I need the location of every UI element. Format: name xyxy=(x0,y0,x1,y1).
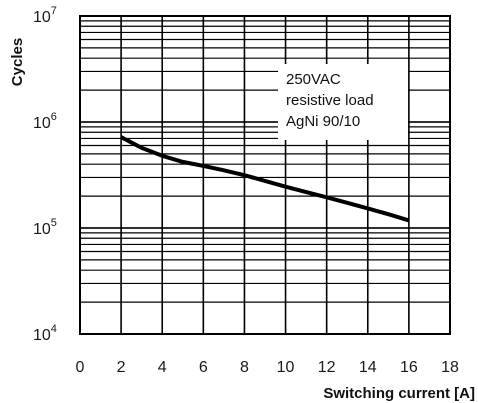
annotation-box: 250VAC resistive load AgNi 90/10 xyxy=(278,64,408,140)
x-tick-labels: 0 2 4 6 8 10 12 14 16 18 xyxy=(76,359,459,376)
y-tick-label: 107 xyxy=(33,5,57,26)
x-tick-label: 14 xyxy=(359,359,377,376)
x-tick-label: 8 xyxy=(240,359,249,376)
x-tick-label: 18 xyxy=(441,359,459,376)
annotation-line-load: resistive load xyxy=(286,92,374,109)
x-tick-label: 10 xyxy=(277,359,295,376)
annotation-line-material: AgNi 90/10 xyxy=(286,113,360,130)
plot-frame xyxy=(79,15,451,335)
y-tick-label: 104 xyxy=(33,323,57,344)
x-tick-label: 4 xyxy=(158,359,167,376)
x-tick-label: 2 xyxy=(117,359,126,376)
y-tick-label: 105 xyxy=(33,217,57,238)
y-tick-label: 106 xyxy=(33,111,57,132)
series-line xyxy=(120,135,410,223)
x-axis-title: Switching current [A] xyxy=(323,385,475,402)
annotation-line-voltage: 250VAC xyxy=(286,71,341,88)
y-tick-labels: 104 105 106 107 xyxy=(33,5,57,344)
x-tick-label: 0 xyxy=(76,359,85,376)
x-tick-label: 6 xyxy=(199,359,208,376)
x-tick-label: 16 xyxy=(400,359,418,376)
x-tick-label: 12 xyxy=(318,359,336,376)
annotation-background xyxy=(278,64,408,140)
series-layer xyxy=(120,135,410,223)
grid-lines xyxy=(80,16,450,334)
y-axis-title: Cycles xyxy=(9,38,26,86)
